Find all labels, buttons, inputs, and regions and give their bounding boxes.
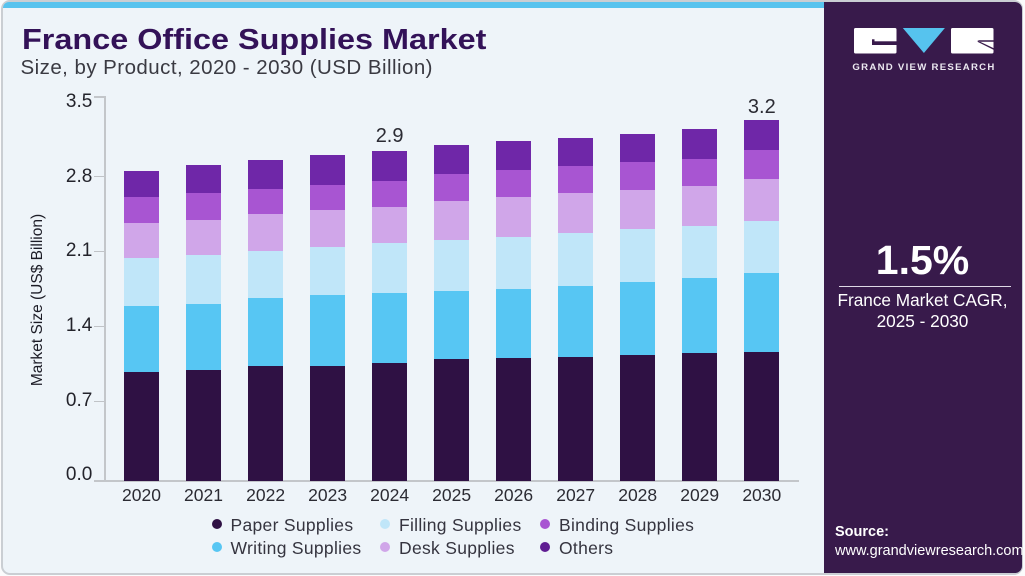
- svg-text:GRAND VIEW RESEARCH: GRAND VIEW RESEARCH: [852, 62, 995, 73]
